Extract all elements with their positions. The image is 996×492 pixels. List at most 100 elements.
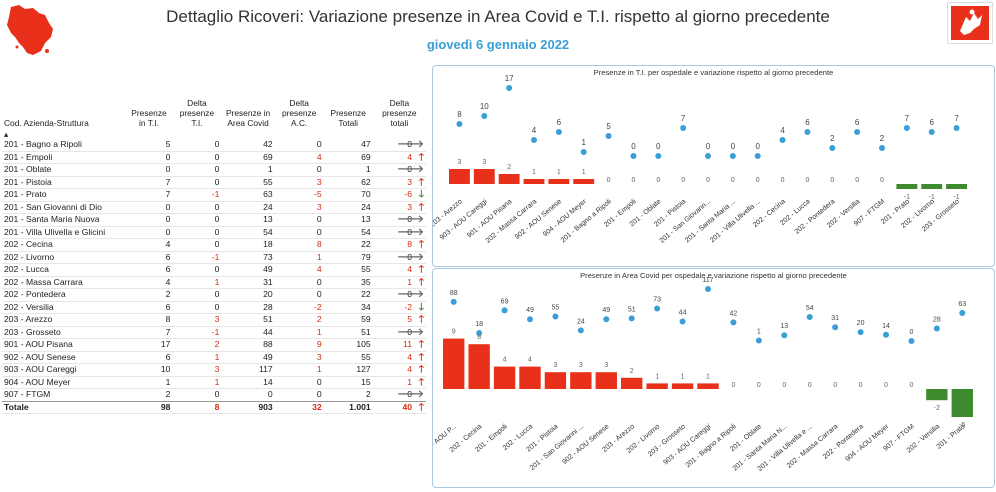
ti-chart-panel: Presenze in T.I. per ospedale e variazio… <box>432 65 995 267</box>
column-header[interactable]: Cod. Azienda-Struttura <box>4 118 89 128</box>
bar-label: 1 <box>557 169 561 176</box>
table-row[interactable]: 201 - Oblate 0 0 1 0 1 0 🡒 <box>2 163 426 176</box>
structure-name-cell: 201 - Prato <box>4 189 47 200</box>
value-cell: 4 <box>316 264 322 275</box>
page-title: Dettaglio Ricoveri: Variazione presenze … <box>166 7 830 26</box>
bar-label: 0 <box>731 382 735 389</box>
table-row[interactable]: 202 - Versilia 6 0 28 -2 34 -2 🡓 <box>2 301 426 314</box>
structure-name-cell: 201 - Oblate <box>4 164 52 175</box>
table-row[interactable]: 201 - Villa Ulivella e Glicini 0 0 54 0 54 0 🡒 <box>2 226 426 239</box>
point-marker <box>781 332 788 339</box>
point-label: 88 <box>450 290 458 297</box>
value-cell: 0 <box>214 151 220 162</box>
value-cell: 1 <box>316 326 322 337</box>
table-row[interactable]: 201 - Prato 7 -1 63 -5 70 -6 🡓 <box>2 188 426 201</box>
table-row[interactable]: 201 - Santa Maria Nuova 0 0 13 0 13 0 🡒 <box>2 213 426 226</box>
column-header[interactable]: Presenze in T.I. <box>131 108 167 128</box>
point-marker <box>476 330 483 336</box>
value-cell: -2 🡓 <box>404 301 424 313</box>
value-cell: 11 🡑 <box>403 339 424 350</box>
value-cell: 24 <box>361 201 371 212</box>
point-marker <box>531 137 537 143</box>
value-cell: 0 <box>316 376 322 387</box>
arrow-down-icon: 🡓 <box>418 301 424 313</box>
category-label: 902 - AOU Senese <box>514 198 563 241</box>
table-row[interactable]: 902 - AOU Senese 6 1 49 3 55 4 🡑 <box>2 351 426 364</box>
arrow-right-icon: 🡒 <box>397 326 424 338</box>
table-row[interactable]: 201 - Bagno a Ripoli 5 0 42 0 47 0 🡒 <box>2 139 426 151</box>
table-row[interactable]: 202 - Massa Carrara 4 1 31 0 35 1 🡑 <box>2 276 426 289</box>
value-cell: 0 🡒 <box>397 251 424 263</box>
tuscany-map-icon <box>7 5 53 55</box>
category-label: 902 - AOU Senese <box>561 423 610 466</box>
value-cell: 7 <box>165 176 171 187</box>
column-header[interactable]: Presenze in Area Covid <box>225 108 271 128</box>
table-row[interactable]: 907 - FTGM 2 0 0 0 2 0 🡒 <box>2 388 426 401</box>
sort-indicator-icon[interactable]: ▴ <box>4 129 9 139</box>
value-cell: 22 <box>361 289 371 300</box>
value-cell: 3 <box>316 351 322 362</box>
covid-area-chart-panel: Presenze in Area Covid per ospedale e va… <box>432 268 995 488</box>
table-row[interactable]: 202 - Cecina 4 0 18 8 22 8 🡑 <box>2 238 426 251</box>
value-cell: 54 <box>263 226 273 237</box>
bar-label: 2 <box>507 164 511 171</box>
table-total-row[interactable]: Totale 98 8 903 32 1.001 40 🡑 <box>2 400 426 414</box>
point-label: 4 <box>532 126 537 135</box>
point-label: 7 <box>905 114 910 123</box>
table-row[interactable]: 202 - Lucca 6 0 49 4 55 4 🡑 <box>2 263 426 276</box>
value-cell: 7 <box>165 189 171 200</box>
bar <box>570 372 592 389</box>
table-row[interactable]: 203 - Grosseto 7 -1 44 1 51 0 🡒 <box>2 326 426 339</box>
table-row[interactable]: 202 - Pontedera 2 0 20 0 22 0 🡒 <box>2 288 426 301</box>
point-label: 49 <box>602 307 610 314</box>
value-cell: 0 <box>214 164 220 175</box>
value-cell: 0 🡒 <box>397 214 424 225</box>
bar <box>921 184 943 189</box>
point-label: 7 <box>954 114 959 123</box>
column-header[interactable]: Delta presenze totali <box>382 98 417 128</box>
column-header[interactable]: Delta presenze A.C. <box>281 98 317 128</box>
point-marker <box>603 316 610 323</box>
bar <box>448 169 470 184</box>
point-marker <box>829 145 836 151</box>
bar <box>951 389 973 417</box>
table-row[interactable]: 201 - Pistoia 7 0 55 3 62 3 🡑 <box>2 176 426 189</box>
value-cell: 5 🡑 <box>407 314 424 325</box>
point-label: 69 <box>501 298 509 305</box>
table-row[interactable]: 202 - Livorno 6 -1 73 1 79 0 🡒 <box>2 251 426 264</box>
value-cell: 9 <box>316 339 322 350</box>
table-row[interactable]: 203 - Arezzo 8 3 51 2 59 5 🡑 <box>2 313 426 326</box>
value-cell: 0 <box>316 389 322 400</box>
value-cell: 20 <box>263 289 273 300</box>
bar-label: 1 <box>582 169 586 176</box>
point-label: 42 <box>730 310 738 317</box>
bar-label: 1 <box>706 373 710 380</box>
column-header[interactable]: Delta presenze T.I. <box>179 98 215 128</box>
value-cell: 6 <box>165 301 171 312</box>
value-cell: 55 <box>361 351 371 362</box>
bar-label: -1 <box>929 194 935 201</box>
table-row[interactable]: 201 - Empoli 0 0 69 4 69 4 🡑 <box>2 151 426 164</box>
value-cell: 79 <box>361 251 371 262</box>
table-row[interactable]: 903 - AOU Careggi 10 3 117 1 127 4 🡑 <box>2 363 426 376</box>
category-label: 904 - AOU Meyer <box>844 423 890 464</box>
value-cell: 1 <box>316 364 322 375</box>
arrow-up-icon: 🡑 <box>418 176 424 188</box>
value-cell: 105 <box>356 339 371 350</box>
table-row[interactable]: 904 - AOU Meyer 1 1 14 0 15 1 🡑 <box>2 376 426 389</box>
value-cell: 7 <box>165 326 171 337</box>
point-marker <box>883 331 889 338</box>
bar-label: 0 <box>855 177 859 184</box>
bar <box>595 372 617 389</box>
value-cell: 1 <box>214 376 220 387</box>
column-header[interactable]: Presenze Totali <box>330 108 366 128</box>
point-label: 28 <box>933 317 941 324</box>
value-cell: 0 🡒 <box>397 389 424 400</box>
table-row[interactable]: 901 - AOU Pisana 17 2 88 9 105 11 🡑 <box>2 338 426 351</box>
table-row[interactable]: 201 - San Giovanni di Dio 0 0 24 3 24 3 🡑 <box>2 201 426 214</box>
bar-label: 0 <box>808 382 812 389</box>
bar <box>697 383 719 389</box>
point-label: 24 <box>577 318 585 325</box>
value-cell: 69 <box>263 151 273 162</box>
